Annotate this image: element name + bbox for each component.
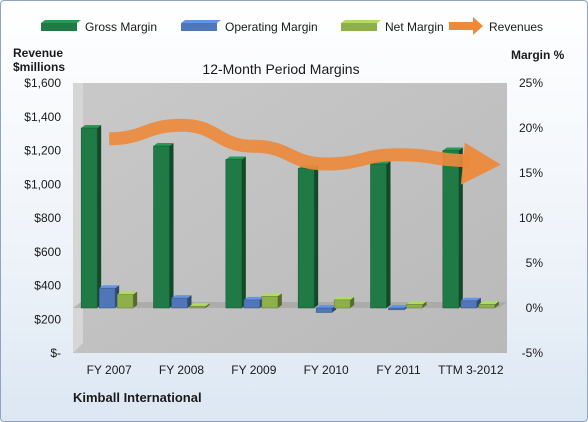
left-tick-label: $200 bbox=[34, 312, 61, 326]
left-axis-label-line2: $millions bbox=[13, 60, 65, 74]
bar-gross-margin bbox=[153, 145, 170, 309]
legend-swatch-top bbox=[341, 20, 381, 23]
bar-gross-margin bbox=[297, 168, 315, 309]
right-tick-label: 0% bbox=[526, 301, 544, 315]
left-tick-label: $600 bbox=[34, 245, 61, 259]
bar-operating-margin bbox=[388, 307, 405, 311]
bar-side bbox=[422, 301, 427, 308]
bar-side bbox=[314, 165, 319, 308]
bar-top bbox=[334, 296, 355, 300]
left-tick-label: $1,200 bbox=[24, 144, 61, 158]
bar-top bbox=[243, 296, 264, 300]
left-tick-label: $- bbox=[50, 346, 61, 360]
right-tick-label: 10% bbox=[519, 211, 543, 225]
bar-gross-margin bbox=[370, 163, 387, 309]
category-label: FY 2011 bbox=[376, 363, 421, 377]
category-label: TTM 3-2012 bbox=[438, 363, 504, 377]
legend-swatch-top bbox=[41, 20, 81, 23]
plot-side-wall bbox=[73, 83, 83, 353]
bar-top bbox=[189, 303, 210, 307]
bar-top bbox=[261, 293, 282, 297]
bar-top bbox=[99, 285, 120, 289]
left-tick-label: $400 bbox=[34, 279, 61, 293]
bar-side bbox=[169, 143, 174, 308]
bar-top bbox=[171, 295, 192, 299]
bar-net-margin bbox=[261, 296, 279, 309]
legend-swatch-operating-margin bbox=[181, 23, 217, 31]
plot-back-wall bbox=[73, 83, 507, 353]
bar-operating-margin bbox=[98, 287, 116, 309]
bar-top bbox=[81, 125, 102, 128]
bar-top bbox=[478, 301, 499, 305]
bar-top bbox=[460, 297, 481, 301]
bar-side bbox=[241, 156, 246, 308]
right-tick-label: -5% bbox=[522, 346, 544, 360]
bar-gross-margin bbox=[80, 127, 98, 309]
legend-label: Operating Margin bbox=[225, 20, 318, 34]
bar-net-margin bbox=[333, 299, 351, 309]
bar-top bbox=[225, 156, 246, 160]
bar-side bbox=[350, 296, 355, 308]
chart-title: 12-Month Period Margins bbox=[202, 61, 359, 77]
bar-side bbox=[386, 161, 391, 308]
bar-operating-margin bbox=[243, 299, 261, 309]
bar-top bbox=[406, 301, 427, 305]
legend-swatch-revenues bbox=[449, 17, 483, 35]
bar-operating-margin bbox=[460, 300, 478, 309]
category-label: FY 2010 bbox=[304, 363, 349, 377]
bar-side bbox=[494, 301, 499, 308]
left-axis-label-line1: Revenue bbox=[13, 46, 63, 60]
legend-swatch-gross-margin bbox=[41, 23, 77, 31]
bar-top bbox=[316, 305, 337, 308]
legend-swatch-top bbox=[181, 20, 221, 23]
category-label: FY 2008 bbox=[159, 363, 204, 377]
bar-net-margin bbox=[189, 305, 206, 309]
right-tick-label: 25% bbox=[519, 76, 543, 90]
category-label: FY 2009 bbox=[231, 363, 276, 377]
bar-net-margin bbox=[406, 304, 423, 309]
left-tick-label: $1,400 bbox=[24, 110, 61, 124]
bar-net-margin bbox=[478, 304, 496, 309]
bar-net-margin bbox=[116, 294, 134, 309]
bar-operating-margin bbox=[171, 297, 188, 309]
revenue-trend-line bbox=[109, 118, 471, 171]
bar-top bbox=[442, 147, 463, 151]
category-label: FY 2007 bbox=[87, 363, 132, 377]
bar-side bbox=[205, 303, 210, 308]
company-name: Kimball International bbox=[73, 390, 202, 405]
right-tick-label: 5% bbox=[526, 256, 544, 270]
bar-top bbox=[388, 305, 409, 308]
left-tick-label: $1,600 bbox=[24, 76, 61, 90]
zero-floor bbox=[73, 302, 507, 308]
bar-side bbox=[277, 293, 282, 308]
bar-gross-margin bbox=[442, 150, 460, 309]
right-tick-label: 15% bbox=[519, 166, 543, 180]
right-axis-label: Margin % bbox=[511, 48, 565, 62]
legend-swatch-net-margin bbox=[341, 23, 377, 31]
left-tick-label: $800 bbox=[34, 211, 61, 225]
bar-operating-margin bbox=[315, 307, 333, 313]
bar-side bbox=[187, 295, 192, 308]
right-tick-label: 20% bbox=[519, 121, 543, 135]
legend-label: Net Margin bbox=[385, 20, 444, 34]
bar-side bbox=[133, 291, 138, 308]
bar-top bbox=[117, 291, 138, 295]
bar-gross-margin bbox=[225, 159, 243, 309]
left-tick-label: $1,000 bbox=[24, 177, 61, 191]
bar-side bbox=[458, 147, 463, 308]
legend-label: Gross Margin bbox=[85, 20, 157, 34]
bar-side bbox=[97, 125, 102, 308]
bar-top bbox=[153, 143, 174, 146]
legend-label: Revenues bbox=[489, 20, 543, 34]
revenue-arrowhead bbox=[460, 142, 501, 185]
